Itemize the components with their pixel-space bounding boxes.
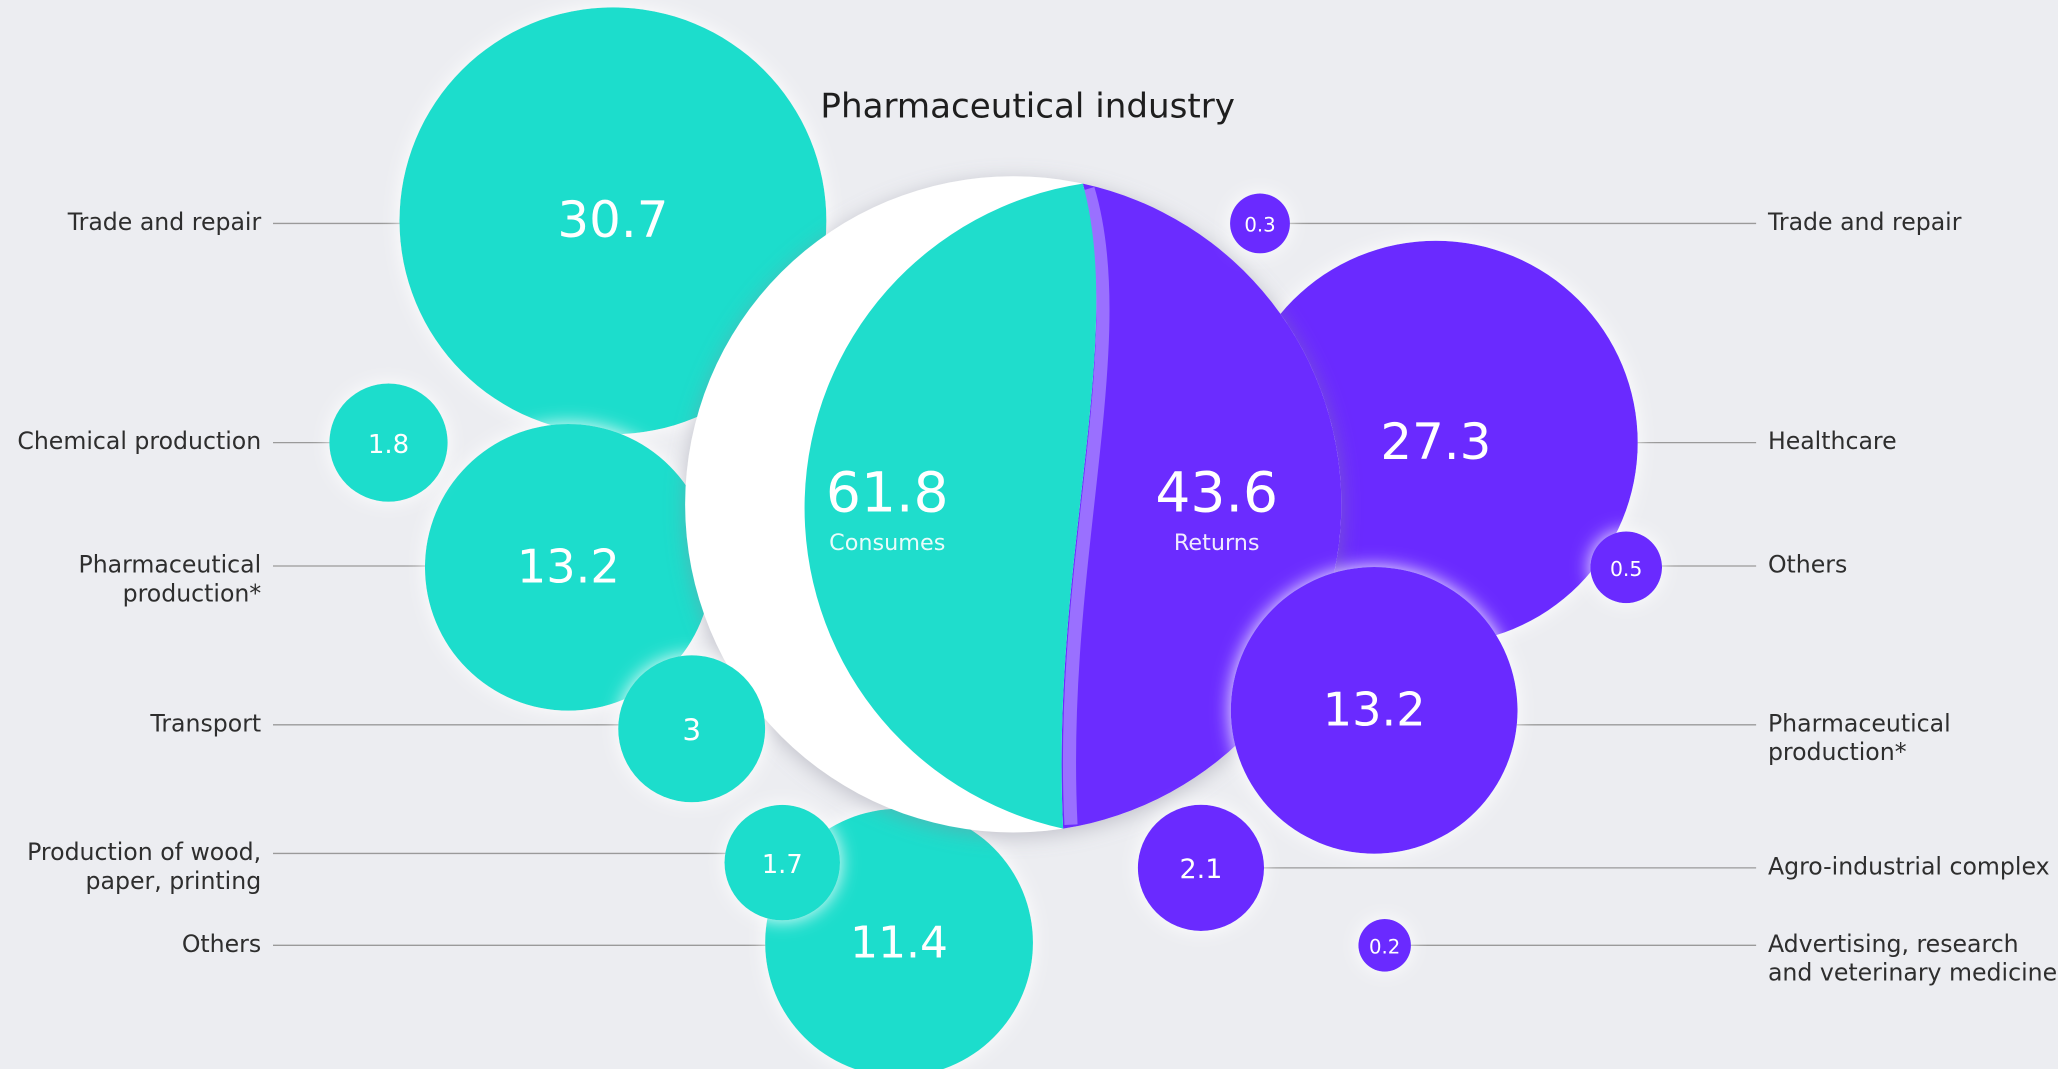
category-label: Pharmaceutical	[78, 551, 261, 579]
bubbles-front: 1.8 3 1.7 13.2 0.3 0.5 2.1 0.2	[329, 193, 1663, 972]
value-label: 27.3	[1380, 413, 1491, 471]
bubble	[1137, 804, 1265, 931]
value-label: 1.8	[368, 430, 409, 460]
center-half	[804, 183, 1097, 829]
category-label: production*	[1768, 738, 1907, 766]
bubble	[329, 383, 448, 502]
category-label: Healthcare	[1768, 427, 1897, 455]
series-name: Returns	[1174, 530, 1260, 556]
value-label: 3	[682, 713, 701, 747]
value-label: 0.2	[1369, 935, 1400, 958]
value-label: 13.2	[1323, 683, 1426, 737]
category-label: and veterinary medicine	[1768, 959, 2057, 987]
value-label: 30.7	[557, 191, 668, 249]
category-label: paper, printing	[86, 867, 262, 895]
value-label: 13.2	[517, 539, 620, 593]
total-label: 61.8	[826, 461, 949, 525]
total-label: 43.6	[1155, 461, 1278, 525]
bubble	[1358, 919, 1411, 972]
center-divider	[1062, 187, 1110, 826]
category-label: Trade and repair	[67, 208, 262, 236]
category-label: Trade and repair	[1767, 208, 1962, 236]
category-label: Transport	[149, 709, 261, 737]
chart-title: Pharmaceutical industry	[820, 86, 1235, 126]
series-name: Consumes	[829, 530, 945, 556]
bubble	[618, 655, 766, 803]
category-label: Agro-industrial complex	[1768, 852, 2050, 880]
value-label: 1.7	[762, 850, 803, 880]
category-label: Advertising, research	[1768, 930, 2019, 958]
category-label: Chemical production	[17, 427, 261, 455]
category-label: Pharmaceutical	[1768, 709, 1951, 737]
bubble	[724, 804, 841, 921]
category-label: Others	[182, 930, 261, 958]
value-label: 2.1	[1180, 854, 1223, 885]
bubble	[1230, 193, 1290, 254]
bubble	[424, 423, 712, 711]
bubble	[1230, 567, 1518, 854]
value-label: 11.4	[850, 917, 948, 968]
value-label: 0.5	[1610, 557, 1642, 581]
bubble	[399, 7, 827, 435]
category-label: production*	[123, 579, 262, 607]
bubble	[1590, 531, 1663, 604]
category-label: Production of wood,	[27, 838, 261, 866]
category-label: Others	[1768, 551, 1847, 579]
value-label: 0.3	[1244, 214, 1275, 237]
